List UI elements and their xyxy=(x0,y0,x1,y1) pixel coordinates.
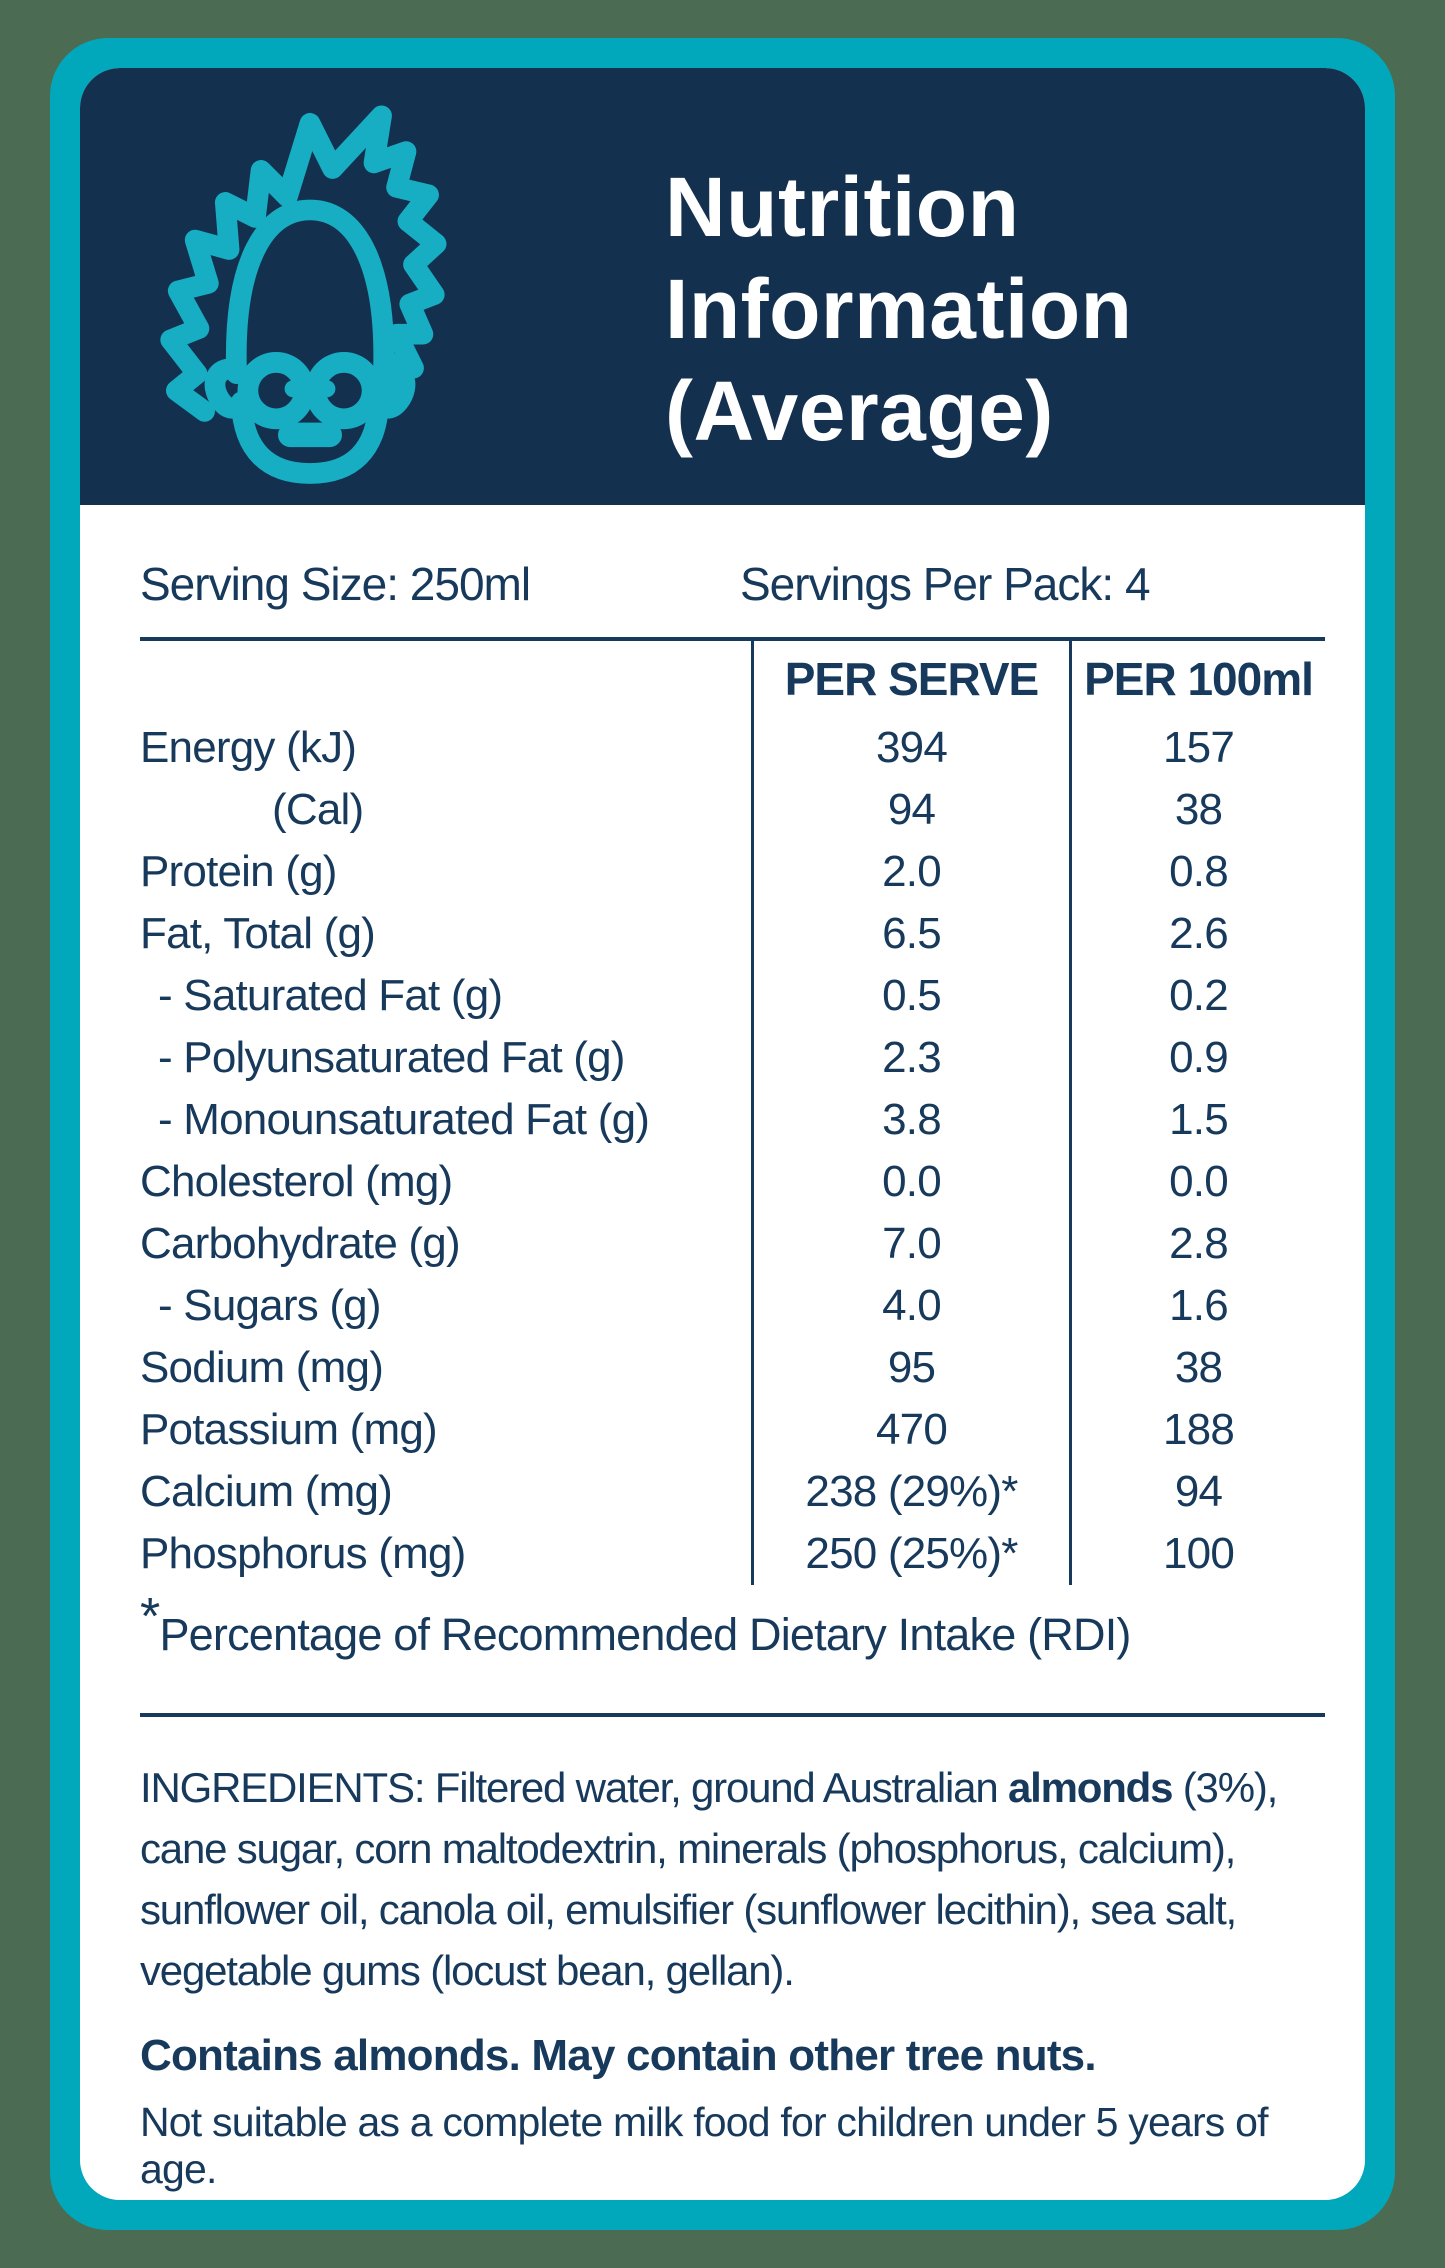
label-panel: Nutrition Information (Average) Serving … xyxy=(80,68,1365,2200)
per-serve-value: 0.0 xyxy=(751,1151,1069,1213)
per-serve-value: 0.5 xyxy=(751,965,1069,1027)
nutrient-name: - Polyunsaturated Fat (g) xyxy=(158,1033,625,1082)
per-100ml-value: 157 xyxy=(1069,717,1325,779)
per-serve-value: 470 xyxy=(751,1399,1069,1461)
nutrient-row: - Sugars (g) 4.0 1.6 xyxy=(140,1275,1325,1337)
nutrient-row: Fat, Total (g) 6.5 2.6 xyxy=(140,903,1325,965)
serving-size-text: Serving Size: 250ml xyxy=(140,558,531,610)
nutrient-name: Sodium (mg) xyxy=(140,1343,384,1392)
nutrition-table: PER SERVE PER 100ml Energy (kJ) 394 157 … xyxy=(140,641,1325,1585)
nutrient-row: - Saturated Fat (g) 0.5 0.2 xyxy=(140,965,1325,1027)
ingredients-heading: INGREDIENTS: xyxy=(140,1764,425,1811)
column-header-per-100ml: PER 100ml xyxy=(1069,641,1325,717)
hair-path xyxy=(160,105,447,422)
nutrient-name: Cholesterol (mg) xyxy=(140,1157,453,1206)
per-100ml-value: 94 xyxy=(1069,1461,1325,1523)
suitability-note: Not suitable as a complete milk food for… xyxy=(140,2099,1269,2192)
per-serve-value: 4.0 xyxy=(751,1275,1069,1337)
nutrient-row: Calcium (mg) 238 (29%)* 94 xyxy=(140,1461,1325,1523)
nutrient-row: Energy (kJ) 394 157 xyxy=(140,717,1325,779)
header-panel: Nutrition Information (Average) xyxy=(80,68,1365,505)
per-serve-value: 238 (29%)* xyxy=(751,1461,1069,1523)
per-serve-value: 6.5 xyxy=(751,903,1069,965)
nutrient-name: - Sugars (g) xyxy=(158,1281,382,1330)
footnote-asterisk: * xyxy=(140,1588,160,1646)
ingredients-bold-almonds: almonds xyxy=(1007,1764,1173,1811)
nutrient-row: Cholesterol (mg) 0.0 0.0 xyxy=(140,1151,1325,1213)
nutrient-name: (Cal) xyxy=(272,785,364,834)
per-serve-value: 250 (25%)* xyxy=(751,1523,1069,1585)
nutrient-row: Potassium (mg) 470 188 xyxy=(140,1399,1325,1461)
nutrient-row: Phosphorus (mg) 250 (25%)* 100 xyxy=(140,1523,1325,1585)
nutrient-name: Energy (kJ) xyxy=(140,723,357,772)
per-100ml-value: 0.9 xyxy=(1069,1027,1325,1089)
nutrient-name: Calcium (mg) xyxy=(140,1467,393,1516)
per-serve-value: 94 xyxy=(751,779,1069,841)
nutrient-name: - Saturated Fat (g) xyxy=(158,971,503,1020)
table-header-row: PER SERVE PER 100ml xyxy=(140,641,1325,717)
per-100ml-value: 0.2 xyxy=(1069,965,1325,1027)
nutrient-name: Carbohydrate (g) xyxy=(140,1219,461,1268)
nutrient-row: Carbohydrate (g) 7.0 2.8 xyxy=(140,1213,1325,1275)
jaw xyxy=(230,391,390,484)
nutrient-row: Sodium (mg) 95 38 xyxy=(140,1337,1325,1399)
per-100ml-value: 2.8 xyxy=(1069,1213,1325,1275)
title-line-1: Nutrition xyxy=(665,160,1020,254)
per-100ml-value: 188 xyxy=(1069,1399,1325,1461)
nutrient-name: Phosphorus (mg) xyxy=(140,1529,466,1578)
nutrient-name: Fat, Total (g) xyxy=(140,909,376,958)
rdi-footnote: *Percentage of Recommended Dietary Intak… xyxy=(140,1588,1325,1663)
per-100ml-value: 0.8 xyxy=(1069,841,1325,903)
title-line-2: Information xyxy=(665,262,1133,356)
serving-row: Serving Size: 250ml Servings Per Pack: 4 xyxy=(140,557,1325,621)
page-title: Nutrition Information (Average) xyxy=(665,156,1132,462)
per-100ml-value: 1.6 xyxy=(1069,1275,1325,1337)
allergen-note: Contains almonds. May contain other tree… xyxy=(140,2031,1097,2080)
nutrient-row: Protein (g) 2.0 0.8 xyxy=(140,841,1325,903)
professor-face-icon xyxy=(160,105,447,484)
nutrient-name: Potassium (mg) xyxy=(140,1405,438,1454)
nutrient-name: Protein (g) xyxy=(140,847,337,896)
per-serve-value: 2.0 xyxy=(751,841,1069,903)
nutrient-name: - Monounsaturated Fat (g) xyxy=(158,1095,650,1144)
servings-per-pack-text: Servings Per Pack: 4 xyxy=(740,558,1151,610)
ingredients-paragraph: INGREDIENTS: Filtered water, ground Aust… xyxy=(140,1757,1325,2001)
ingredients-text-after: (3%), cane sugar, corn maltodextrin, min… xyxy=(140,1764,1278,1994)
per-100ml-value: 1.5 xyxy=(1069,1089,1325,1151)
label-body: Serving Size: 250ml Servings Per Pack: 4… xyxy=(80,505,1365,2193)
per-100ml-value: 38 xyxy=(1069,1337,1325,1399)
per-100ml-value: 100 xyxy=(1069,1523,1325,1585)
divider-rule-bottom xyxy=(140,1713,1325,1717)
column-header-per-serve: PER SERVE xyxy=(751,641,1069,717)
nutrition-table-body: Energy (kJ) 394 157 (Cal) 94 38 Protein … xyxy=(140,717,1325,1585)
per-serve-value: 3.8 xyxy=(751,1089,1069,1151)
nutrition-label: Nutrition Information (Average) Serving … xyxy=(50,38,1395,2230)
nutrient-row: - Polyunsaturated Fat (g) 2.3 0.9 xyxy=(140,1027,1325,1089)
per-serve-value: 7.0 xyxy=(751,1213,1069,1275)
nutrient-row: (Cal) 94 38 xyxy=(140,779,1325,841)
head-dome xyxy=(225,199,395,385)
per-serve-value: 394 xyxy=(751,717,1069,779)
per-serve-value: 2.3 xyxy=(751,1027,1069,1089)
title-line-3: (Average) xyxy=(665,364,1054,458)
nutrient-row: - Monounsaturated Fat (g) 3.8 1.5 xyxy=(140,1089,1325,1151)
per-100ml-value: 2.6 xyxy=(1069,903,1325,965)
per-100ml-value: 38 xyxy=(1069,779,1325,841)
footnote-text: Percentage of Recommended Dietary Intake… xyxy=(159,1609,1131,1660)
divider-rule-top xyxy=(140,637,1325,641)
per-serve-value: 95 xyxy=(751,1337,1069,1399)
mouth xyxy=(278,422,342,448)
column-header-spacer xyxy=(140,641,751,717)
ingredients-text-before: Filtered water, ground Australian xyxy=(424,1764,1008,1811)
per-100ml-value: 0.0 xyxy=(1069,1151,1325,1213)
